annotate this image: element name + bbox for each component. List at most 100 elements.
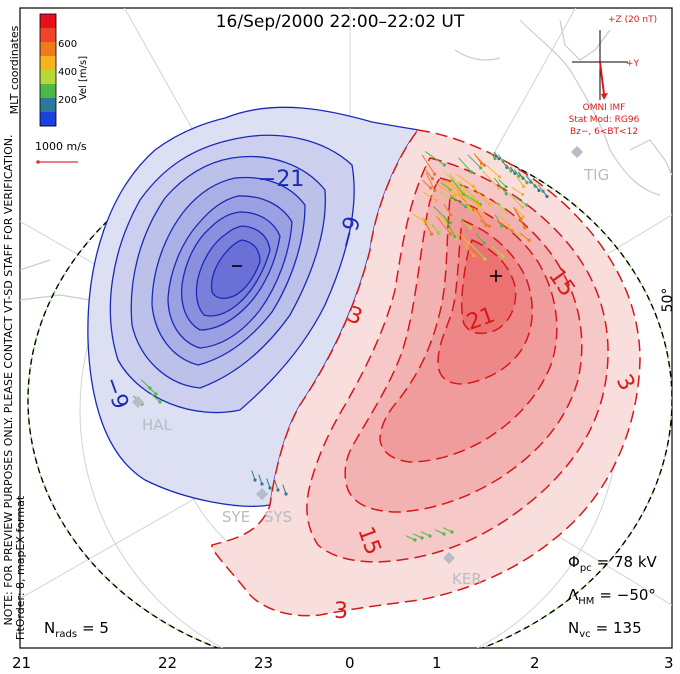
vector-origin (420, 536, 424, 540)
vector-origin (442, 532, 446, 536)
dawn-cell (211, 129, 641, 617)
latitude-label: 50° (660, 288, 676, 313)
station-marker (443, 552, 455, 564)
velocity-vector (469, 243, 486, 260)
colorbar-segment (40, 98, 56, 113)
velocity-vector (425, 170, 433, 179)
velocity-vector (439, 192, 453, 201)
velocity-vector (150, 393, 161, 403)
vector-origin (472, 253, 476, 258)
vector-origin (432, 172, 437, 176)
velocity-vector (442, 527, 453, 533)
stat-n-vc: Nvc = 135 (568, 619, 642, 640)
velocity-vector (422, 180, 432, 189)
vector-origin (513, 171, 517, 175)
vector-origin (453, 235, 457, 239)
velocity-vector (424, 151, 445, 166)
station-label: SYS (264, 508, 292, 526)
velocity-vector (493, 177, 507, 195)
vector-origin (525, 203, 529, 207)
station-marker (571, 146, 583, 158)
vector-origin (510, 229, 514, 233)
colorbar-segment (40, 42, 56, 57)
velocity-colorbar (39, 13, 57, 127)
vector-origin (448, 221, 452, 225)
velocity-vector (425, 172, 436, 191)
colorbar-tick: 400 (58, 67, 77, 78)
vector-origin (413, 538, 417, 542)
velocity-vector (449, 194, 466, 208)
scale-label: 1000 m/s (35, 140, 87, 153)
station-label: SYE (222, 508, 250, 526)
vector-origin (260, 482, 264, 486)
velocity-vector (421, 216, 441, 233)
vector-origin (462, 190, 466, 194)
velocity-vector (452, 212, 471, 229)
vector-origin (487, 202, 492, 206)
stations: TIG HAL SYE SYS KER (132, 146, 609, 588)
colorbar-segment (40, 56, 56, 71)
svg-text:Nrads= 5: Nrads = 5 (44, 619, 109, 640)
mlt-tick-label: 23 (254, 654, 273, 672)
colorbar-tick: 600 (58, 39, 77, 50)
velocity-vector (462, 194, 479, 207)
mlt-tick-label: 3 (664, 654, 674, 672)
vector-origin (466, 241, 471, 245)
vector-origin (483, 257, 487, 261)
vector-origin (450, 530, 454, 534)
velocity-vector (450, 177, 465, 195)
velocity-vector (514, 207, 524, 218)
velocity-vector (146, 385, 157, 395)
dusk-cell (87, 106, 419, 507)
vector-origin (521, 215, 525, 219)
vector-origin (545, 194, 549, 199)
station-label: HAL (142, 416, 173, 434)
vector-origin (506, 223, 511, 227)
velocity-vector (511, 186, 523, 195)
svg-text:Φpc= 78 kV: Φpc = 78 kV (568, 553, 658, 574)
vector-origin (525, 181, 529, 185)
vector-origin (430, 232, 434, 236)
vector-origin (509, 169, 513, 173)
stat-lambda-hm: ΛHM = −50° (568, 586, 656, 607)
vector-origin (454, 192, 458, 197)
station-marker (132, 396, 144, 408)
svg-text:ΛHM= −50°: ΛHM = −50° (568, 586, 656, 607)
vector-origin (463, 205, 468, 209)
velocity-vector (258, 474, 263, 485)
fit-order: FitOrder: 8, mapEX format (14, 495, 27, 640)
station-label: KER (452, 570, 482, 588)
vector-origin (450, 198, 455, 202)
colorbar-segment (40, 28, 56, 43)
velocity-vector (421, 154, 435, 175)
vector-origin (471, 196, 475, 200)
vector-origin (523, 226, 527, 230)
velocity-vector (440, 182, 451, 191)
velocity-vector (457, 232, 469, 244)
vector-origin (469, 170, 473, 174)
vector-origin (479, 166, 483, 170)
vector-origin (520, 205, 524, 209)
velocity-vector (423, 191, 437, 201)
vector-origin (497, 157, 501, 161)
vector-origin (449, 232, 453, 236)
vector-origin (505, 211, 509, 215)
velocity-vectors (132, 151, 549, 542)
velocity-vector (491, 245, 504, 257)
velocity-vector (444, 172, 460, 185)
velocity-vector (496, 219, 513, 232)
vector-origin (438, 230, 442, 234)
vector-origin (476, 204, 481, 208)
stat-phi-pc: Φpc = 78 kV (568, 553, 658, 574)
vector-origin (504, 185, 508, 189)
velocity-vector (513, 195, 527, 206)
vector-origin (521, 184, 526, 189)
vector-origin (429, 186, 433, 190)
velocity-vector (493, 199, 508, 214)
colorbar-label: Vel [m/s] (78, 56, 89, 100)
vector-origin (154, 392, 158, 396)
vector-origin (497, 186, 501, 190)
velocity-vector (411, 213, 426, 223)
vector-origin (428, 534, 432, 538)
